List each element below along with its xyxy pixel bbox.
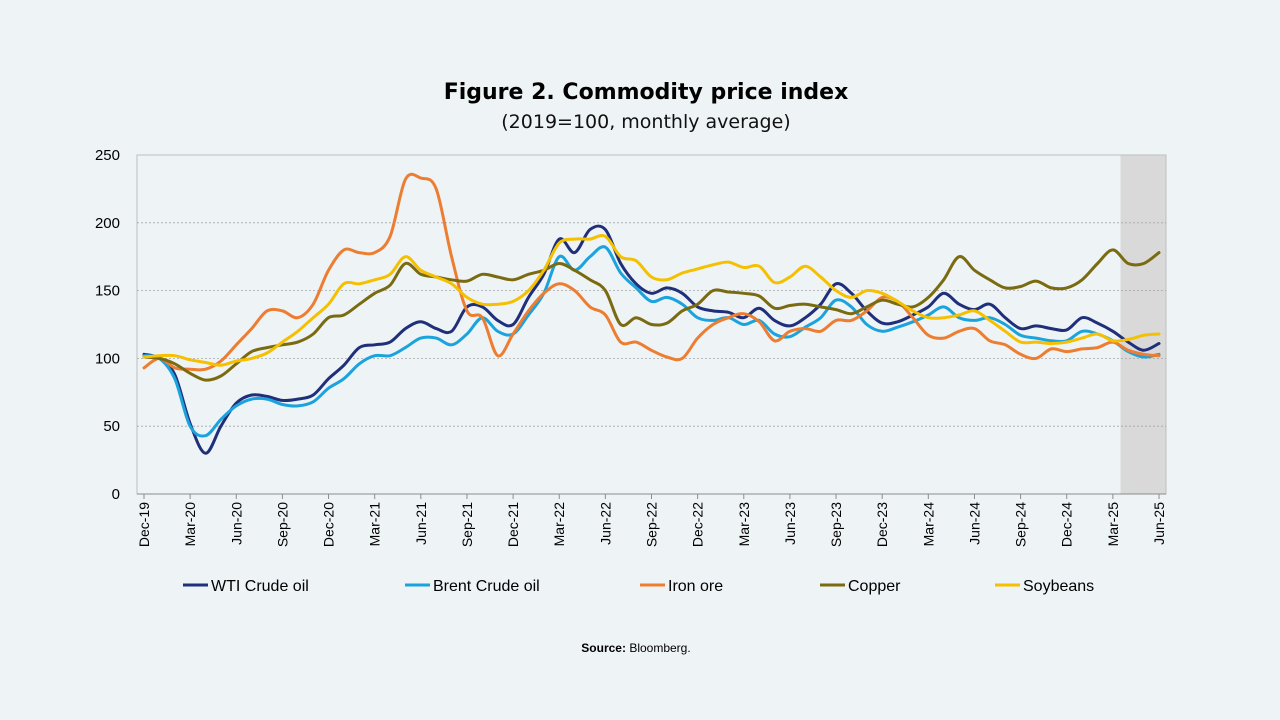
legend-item-soybeans: Soybeans: [995, 578, 1094, 595]
y-tick-label: 150: [95, 283, 120, 300]
y-tick-label: 100: [95, 350, 120, 367]
x-tick-label: Sep-22: [644, 502, 660, 547]
legend-item-brent-crude-oil: Brent Crude oil: [405, 578, 540, 595]
x-tick-label: Mar-22: [551, 502, 567, 547]
chart-subtitle: (2019=100, monthly average): [501, 111, 790, 133]
source-note: Source: Bloomberg.: [581, 641, 690, 655]
y-tick-label: 50: [103, 418, 120, 435]
x-tick-label: Jun-24: [966, 502, 982, 545]
x-tick-label: Mar-21: [367, 502, 383, 547]
series-line-iron-ore: [142, 172, 1161, 372]
chart-title: Figure 2. Commodity price index: [444, 80, 849, 105]
legend-item-copper: Copper: [820, 578, 901, 595]
x-tick-label: Jun-22: [597, 502, 613, 545]
y-tick-label: 250: [95, 147, 120, 164]
series-line-brent-crude-oil: [142, 245, 1161, 438]
x-tick-label: Sep-23: [828, 502, 844, 547]
x-tick-label: Jun-25: [1151, 502, 1167, 545]
series-line-soybeans: [142, 233, 1161, 367]
legend-label: Brent Crude oil: [433, 578, 540, 595]
x-tick-label: Sep-21: [459, 502, 475, 547]
x-tick-label: Mar-23: [736, 502, 752, 547]
x-tick-label: Sep-20: [274, 502, 290, 547]
shaded-period: [1120, 155, 1166, 494]
x-tick-label: Dec-19: [136, 502, 152, 547]
x-tick-label: Mar-20: [182, 502, 198, 547]
series-line-wti-crude-oil: [142, 224, 1161, 455]
x-tick-label: Jun-21: [413, 502, 429, 545]
x-tick-label: Dec-22: [690, 502, 706, 547]
legend-label: WTI Crude oil: [211, 578, 309, 595]
x-tick-label: Sep-24: [1013, 502, 1029, 547]
x-tick-label: Dec-21: [505, 502, 521, 547]
legend-label: Iron ore: [668, 578, 723, 595]
x-tick-label: Jun-23: [782, 502, 798, 545]
legend-label: Copper: [848, 578, 901, 595]
legend-item-wti-crude-oil: WTI Crude oil: [183, 578, 309, 595]
series-line-copper: [142, 248, 1161, 382]
x-tick-label: Dec-20: [321, 502, 337, 547]
y-tick-label: 200: [95, 215, 120, 232]
x-tick-label: Mar-24: [920, 502, 936, 547]
x-tick-label: Jun-20: [228, 502, 244, 545]
legend-label: Soybeans: [1023, 578, 1094, 595]
y-tick-label: 0: [112, 486, 120, 503]
legend-item-iron-ore: Iron ore: [640, 578, 723, 595]
x-tick-label: Mar-25: [1105, 502, 1121, 547]
x-tick-label: Dec-24: [1059, 502, 1075, 547]
x-tick-label: Dec-23: [874, 502, 890, 547]
